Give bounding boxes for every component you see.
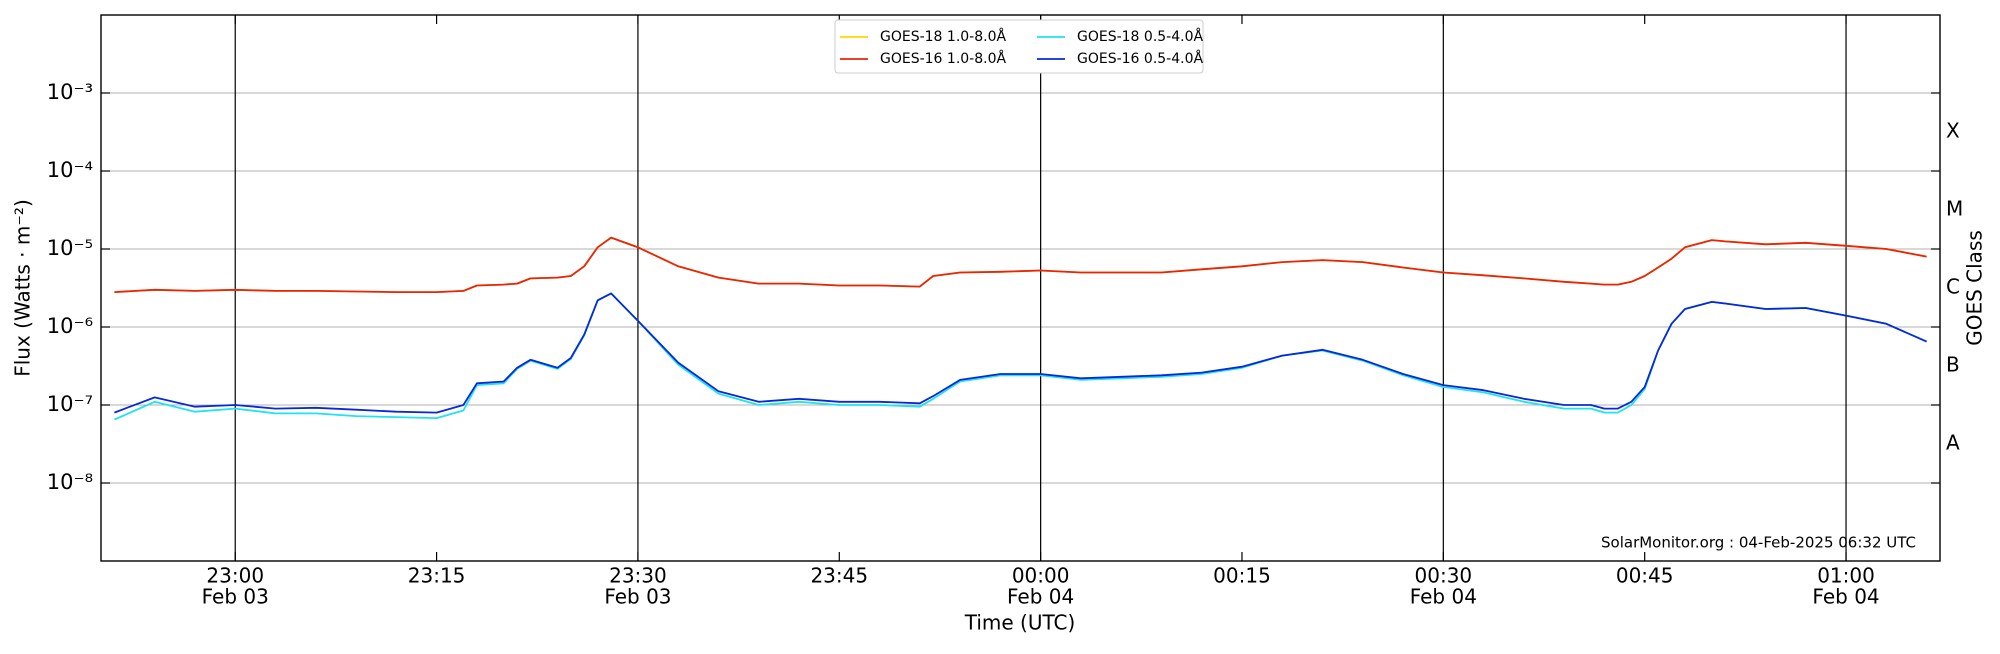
x-tick-date: Feb 04 bbox=[1410, 585, 1477, 609]
y-tick-label: 10⁻⁸ bbox=[47, 470, 93, 494]
x-tick-label: 23:30 bbox=[609, 564, 667, 588]
annotation: SolarMonitor.org : 04-Feb-2025 06:32 UTC bbox=[1601, 534, 1916, 552]
y-tick-label: 10⁻⁶ bbox=[47, 314, 93, 338]
y2-tick-label: X bbox=[1946, 119, 1960, 143]
legend-label: GOES-16 1.0-8.0Å bbox=[880, 50, 1006, 67]
y2-axis-label: GOES Class bbox=[1963, 230, 1987, 346]
y-tick-label: 10⁻⁴ bbox=[47, 158, 93, 182]
x-tick-date: Feb 04 bbox=[1812, 585, 1879, 609]
series-line bbox=[114, 236, 1927, 293]
x-axis-label: Time (UTC) bbox=[964, 611, 1076, 635]
x-tick-date: Feb 03 bbox=[604, 585, 671, 609]
legend: GOES-18 1.0-8.0Å GOES-16 1.0-8.0Å GOES-18 … bbox=[834, 19, 1204, 74]
legend-label: GOES-18 1.0-8.0Å bbox=[880, 28, 1006, 45]
x-tick-label: 00:30 bbox=[1415, 564, 1473, 588]
legend-box bbox=[834, 19, 1204, 74]
y-tick-label: 10⁻³ bbox=[47, 80, 93, 104]
y-axis-label: Flux (Watts · m⁻²) bbox=[11, 199, 35, 377]
x-tick-date: Feb 03 bbox=[202, 585, 269, 609]
y2-tick-label: B bbox=[1946, 353, 1960, 377]
legend-label: GOES-18 0.5-4.0Å bbox=[1077, 28, 1203, 45]
y2-tick-label: C bbox=[1946, 275, 1960, 299]
x-tick-label: 23:45 bbox=[810, 564, 868, 588]
series-line bbox=[114, 292, 1927, 414]
y2-tick-label: M bbox=[1946, 197, 1963, 221]
y2-tick-label: A bbox=[1946, 431, 1960, 455]
plot-frame bbox=[100, 14, 1941, 562]
x-tick-label: 00:00 bbox=[1012, 564, 1070, 588]
x-tick-label: 01:00 bbox=[1817, 564, 1875, 588]
x-tick-date: Feb 04 bbox=[1007, 585, 1074, 609]
x-tick-label: 00:45 bbox=[1616, 564, 1674, 588]
y-tick-label: 10⁻⁵ bbox=[47, 236, 93, 260]
x-tick-label: 23:00 bbox=[206, 564, 264, 588]
x-tick-label: 00:15 bbox=[1213, 564, 1271, 588]
y-tick-label: 10⁻⁷ bbox=[47, 392, 93, 416]
x-tick-label: 23:15 bbox=[408, 564, 466, 588]
legend-label: GOES-16 0.5-4.0Å bbox=[1077, 50, 1203, 67]
